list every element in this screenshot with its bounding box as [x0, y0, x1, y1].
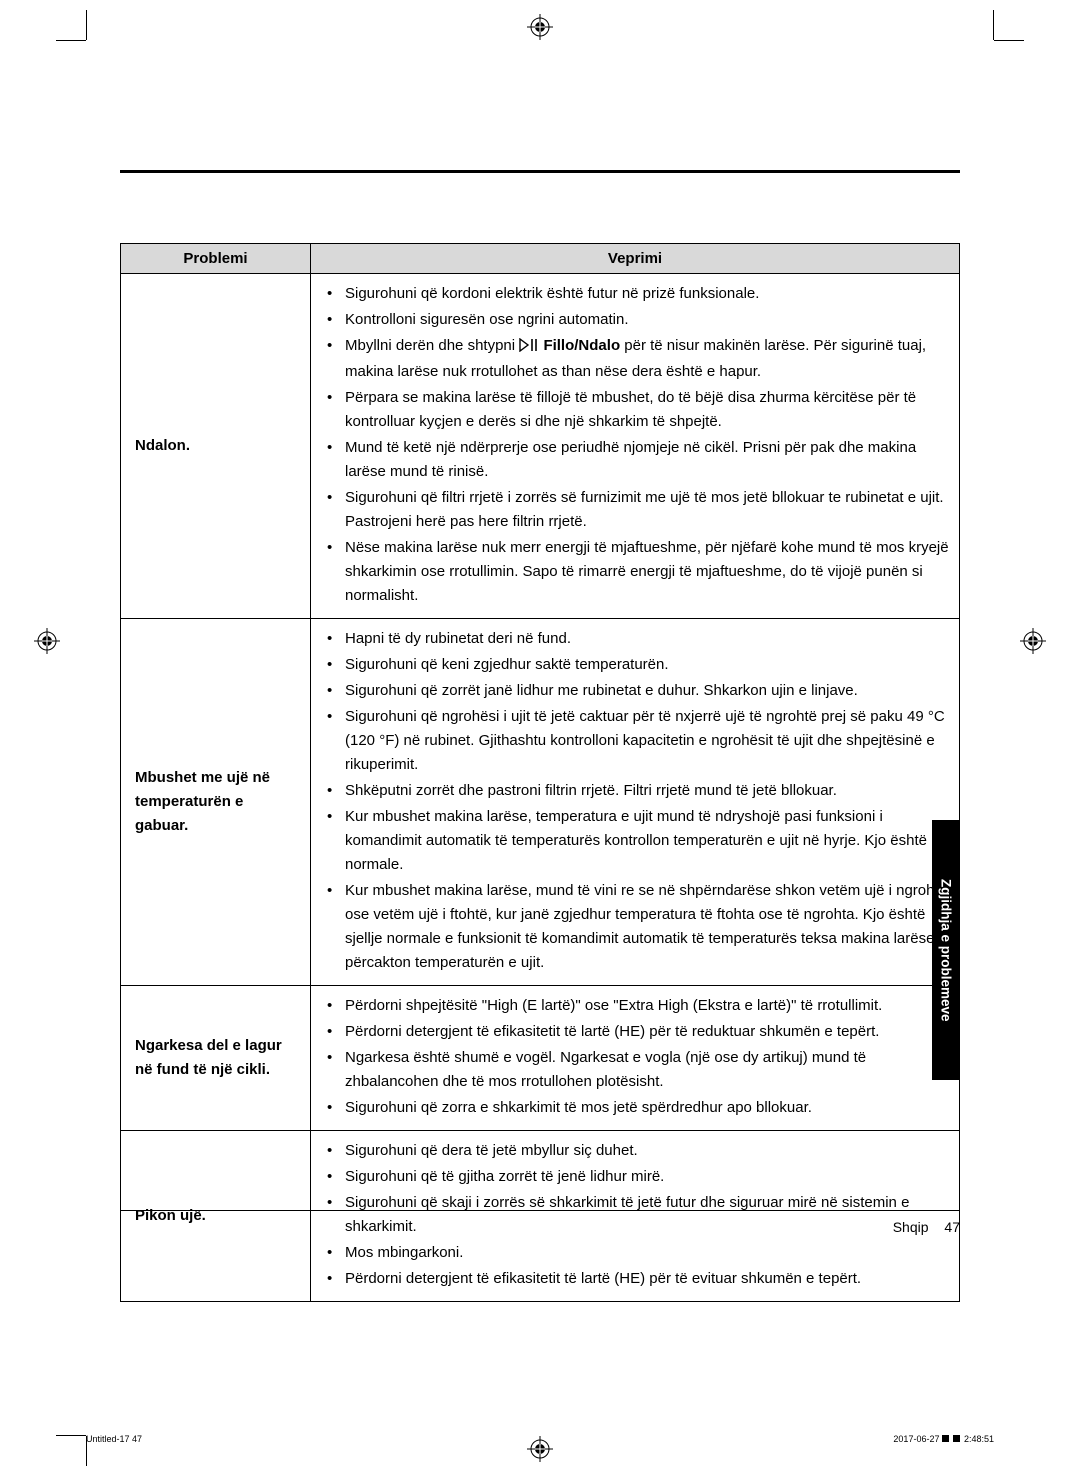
action-item: Kur mbushet makina larëse, temperatura e…	[325, 805, 949, 877]
page: Problemi Veprimi Ndalon. Sigurohuni që ko…	[0, 0, 1080, 1476]
problem-cell: Ngarkesa del e lagur në fund të një cikl…	[121, 986, 311, 1131]
registration-mark-icon	[527, 1436, 553, 1462]
col-header-problem: Problemi	[121, 244, 311, 274]
action-text: Mbyllni derën dhe shtypni	[345, 337, 519, 354]
page-number: Shqip 47	[120, 1219, 960, 1235]
action-item: Përpara se makina larëse të fillojë të m…	[325, 386, 949, 434]
action-list: Përdorni shpejtësitë "High (E lartë)" os…	[325, 994, 949, 1120]
slug-right: 2017-06-27 2:48:51	[893, 1434, 994, 1444]
action-item: Sigurohuni që të gjitha zorrët të jenë l…	[325, 1165, 949, 1189]
action-cell: Hapni të dy rubinetat deri në fund.Sigur…	[311, 619, 960, 986]
action-item: Kontrolloni siguresën ose ngrini automat…	[325, 308, 949, 332]
section-tab-label: Zgjidhja e problemeve	[939, 879, 954, 1022]
action-item: Kur mbushet makina larëse, mund të vini …	[325, 879, 949, 975]
slug-square-icon	[953, 1435, 960, 1442]
col-header-action: Veprimi	[311, 244, 960, 274]
slug-left: Untitled-17 47	[86, 1434, 142, 1444]
content-area: Problemi Veprimi Ndalon. Sigurohuni që ko…	[120, 170, 960, 1302]
footer-rule	[120, 1210, 960, 1211]
action-item: Përdorni detergjent të efikasitetit të l…	[325, 1020, 949, 1044]
table-row: Mbushet me ujë në temperaturën e gabuar.…	[121, 619, 960, 986]
action-item: Sigurohuni që filtri rrjetë i zorrës së …	[325, 486, 949, 534]
action-item: Hapni të dy rubinetat deri në fund.	[325, 627, 949, 651]
crop-mark	[86, 10, 87, 40]
action-item: Sigurohuni që kordoni elektrik është fut…	[325, 282, 949, 306]
action-cell: Sigurohuni që kordoni elektrik është fut…	[311, 274, 960, 619]
action-cell: Përdorni shpejtësitë "High (E lartë)" os…	[311, 986, 960, 1131]
section-tab: Zgjidhja e problemeve	[932, 820, 960, 1080]
footer-language: Shqip	[893, 1219, 929, 1235]
action-list: Sigurohuni që kordoni elektrik është fut…	[325, 282, 949, 608]
slug-time: 2:48:51	[964, 1434, 994, 1444]
top-rule	[120, 170, 960, 173]
action-item: Sigurohuni që ngrohësi i ujit të jetë ca…	[325, 705, 949, 777]
registration-mark-icon	[1020, 628, 1046, 654]
action-item: Sigurohuni që dera të jetë mbyllur siç d…	[325, 1139, 949, 1163]
registration-mark-icon	[34, 628, 60, 654]
problem-cell: Ndalon.	[121, 274, 311, 619]
footer: Shqip 47	[120, 1210, 960, 1235]
crop-mark	[56, 40, 86, 41]
table-row: Ndalon. Sigurohuni që kordoni elektrik ës…	[121, 274, 960, 619]
action-item: Mbyllni derën dhe shtypni Fillo/Ndalo pë…	[325, 334, 949, 384]
play-pause-icon	[519, 336, 539, 360]
footer-page-num: 47	[944, 1219, 960, 1235]
crop-mark	[56, 1435, 86, 1436]
action-item: Përdorni detergjent të efikasitetit të l…	[325, 1267, 949, 1291]
troubleshoot-table: Problemi Veprimi Ndalon. Sigurohuni që ko…	[120, 243, 960, 1302]
action-item: Përdorni shpejtësitë "High (E lartë)" os…	[325, 994, 949, 1018]
action-item: Mund të ketë një ndërprerje ose periudhë…	[325, 436, 949, 484]
action-item: Nëse makina larëse nuk merr energji të m…	[325, 536, 949, 608]
action-item: Sigurohuni që zorrët janë lidhur me rubi…	[325, 679, 949, 703]
action-item: Shkëputni zorrët dhe pastroni filtrin rr…	[325, 779, 949, 803]
action-item: Sigurohuni që keni zgjedhur saktë temper…	[325, 653, 949, 677]
action-bold: Fillo/Ndalo	[543, 337, 620, 354]
crop-mark	[993, 10, 994, 40]
table-row: Ngarkesa del e lagur në fund të një cikl…	[121, 986, 960, 1131]
table-header-row: Problemi Veprimi	[121, 244, 960, 274]
action-item: Sigurohuni që zorra e shkarkimit të mos …	[325, 1096, 949, 1120]
slug-date: 2017-06-27	[893, 1434, 942, 1444]
problem-cell: Mbushet me ujë në temperaturën e gabuar.	[121, 619, 311, 986]
action-item: Mos mbingarkoni.	[325, 1241, 949, 1265]
action-list: Hapni të dy rubinetat deri në fund.Sigur…	[325, 627, 949, 975]
crop-mark	[994, 40, 1024, 41]
action-item: Ngarkesa është shumë e vogël. Ngarkesat …	[325, 1046, 949, 1094]
slug-square-icon	[942, 1435, 949, 1442]
registration-mark-icon	[527, 14, 553, 40]
